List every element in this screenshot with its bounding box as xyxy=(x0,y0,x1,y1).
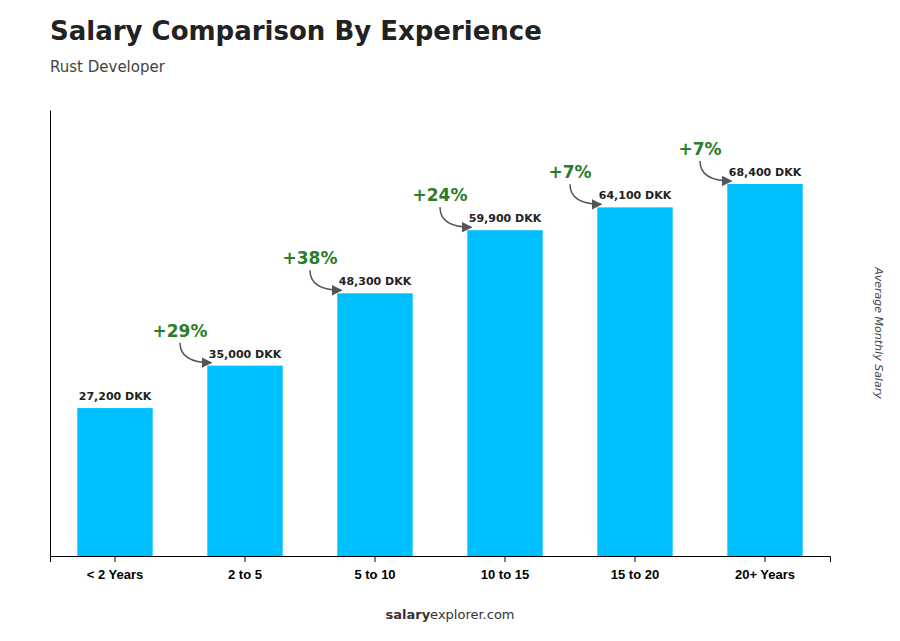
x-tick-mark xyxy=(115,556,116,562)
x-tick-mark xyxy=(245,556,246,562)
annotation: +24% xyxy=(413,185,468,205)
data-label: 68,400 DKK xyxy=(729,166,802,179)
x-tick-label: < 2 Years xyxy=(87,567,144,582)
x-tick: 20+ Years xyxy=(735,556,795,582)
footer-part: salary xyxy=(385,607,430,622)
x-tick: < 2 Years xyxy=(87,556,144,582)
annotation-arrow xyxy=(700,161,731,181)
bar xyxy=(727,184,802,556)
annotation-arrow xyxy=(180,343,211,363)
x-tick: 10 to 15 xyxy=(481,556,529,582)
annotations: +29% +38% +24% +7% +7% xyxy=(153,139,732,363)
x-tick: 2 to 5 xyxy=(228,556,262,582)
x-tick-label: 5 to 10 xyxy=(354,567,395,582)
x-tick: 15 to 20 xyxy=(611,556,659,582)
x-axis-line xyxy=(51,557,831,563)
footer: salaryexplorer.com xyxy=(385,607,514,622)
x-axis: < 2 Years 2 to 5 5 to 10 10 to 15 15 to 20 20… xyxy=(51,556,831,582)
annotation: +29% xyxy=(153,321,208,341)
annotation-arrow xyxy=(440,207,471,227)
data-label: 27,200 DKK xyxy=(79,390,152,403)
bar xyxy=(77,408,152,556)
annotation-arrow xyxy=(570,184,601,204)
data-labels: 27,200 DKK 35,000 DKK 48,300 DKK 59,900 DKK… xyxy=(79,166,802,403)
bar xyxy=(467,230,542,556)
annotation: +38% xyxy=(283,248,338,268)
x-tick-label: 15 to 20 xyxy=(611,567,659,582)
y-axis-title: Average Monthly Salary xyxy=(872,266,885,399)
annotation: +7% xyxy=(678,139,721,159)
x-tick-mark xyxy=(375,556,376,562)
x-tick-label: 10 to 15 xyxy=(481,567,529,582)
footer-part: explorer.com xyxy=(430,607,514,622)
data-label: 35,000 DKK xyxy=(209,348,282,361)
y-axis xyxy=(50,111,51,557)
subtitle: Rust Developer xyxy=(50,58,166,76)
x-tick-label: 2 to 5 xyxy=(228,567,262,582)
data-label: 64,100 DKK xyxy=(599,189,672,202)
chart-svg: Salary Comparison By Experience Rust Deve… xyxy=(0,0,900,641)
data-label: 59,900 DKK xyxy=(469,212,542,225)
x-tick: 5 to 10 xyxy=(354,556,395,582)
y-axis-line xyxy=(50,111,51,557)
x-tick-label: 20+ Years xyxy=(735,567,795,582)
x-tick-mark xyxy=(635,556,636,562)
x-tick-mark xyxy=(765,556,766,562)
plot: < 2 Years 2 to 5 5 to 10 10 to 15 15 to 20 20… xyxy=(51,111,831,583)
bars xyxy=(77,184,802,556)
annotation: +7% xyxy=(548,162,591,182)
title: Salary Comparison By Experience xyxy=(50,16,542,46)
annotation-arrow xyxy=(310,270,341,290)
bar xyxy=(597,207,672,556)
data-label: 48,300 DKK xyxy=(339,275,412,288)
bar xyxy=(337,293,412,556)
x-tick-mark xyxy=(505,556,506,562)
bar xyxy=(207,366,282,556)
